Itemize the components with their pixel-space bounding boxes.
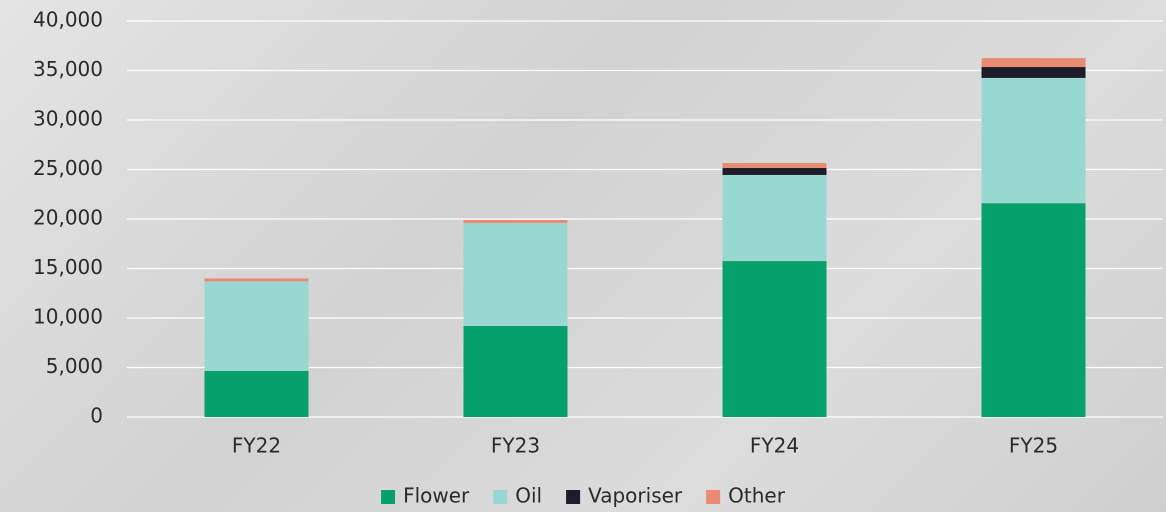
bar-segment bbox=[463, 325, 568, 417]
bar-segment bbox=[463, 222, 568, 326]
y-tick-label: 20,000 bbox=[33, 206, 103, 230]
bar-segment bbox=[463, 219, 568, 223]
legend-swatch bbox=[566, 490, 581, 504]
y-tick-label: 15,000 bbox=[33, 255, 103, 279]
legend-swatch bbox=[706, 490, 721, 504]
legend-swatch bbox=[381, 490, 396, 504]
legend-swatch bbox=[493, 490, 508, 504]
legend-label: Flower bbox=[403, 484, 470, 508]
bar-segment bbox=[722, 261, 827, 417]
y-tick-label: 0 bbox=[90, 404, 103, 428]
legend-label: Oil bbox=[515, 484, 542, 508]
x-tick-label: FY22 bbox=[232, 434, 281, 458]
bar-segment bbox=[722, 174, 827, 262]
y-tick-label: 25,000 bbox=[33, 156, 103, 180]
bar-segment bbox=[981, 77, 1086, 204]
bar-segment bbox=[204, 278, 309, 282]
legend-label: Vaporiser bbox=[588, 484, 683, 508]
bar-segment bbox=[722, 168, 827, 175]
y-tick-label: 35,000 bbox=[33, 57, 103, 81]
x-tick-label: FY23 bbox=[491, 434, 540, 458]
bar-segment bbox=[204, 370, 309, 417]
bar-segment bbox=[981, 58, 1086, 68]
y-tick-label: 30,000 bbox=[33, 107, 103, 131]
x-tick-label: FY24 bbox=[750, 434, 799, 458]
bar-segment bbox=[204, 281, 309, 371]
y-tick-label: 10,000 bbox=[33, 305, 103, 329]
bar-segment bbox=[981, 67, 1086, 78]
bar-segment bbox=[981, 203, 1086, 417]
bar-segment bbox=[722, 163, 827, 169]
y-tick-label: 5,000 bbox=[46, 354, 103, 378]
x-tick-label: FY25 bbox=[1009, 434, 1058, 458]
legend-label: Other bbox=[728, 484, 786, 508]
y-tick-label: 40,000 bbox=[33, 8, 103, 32]
